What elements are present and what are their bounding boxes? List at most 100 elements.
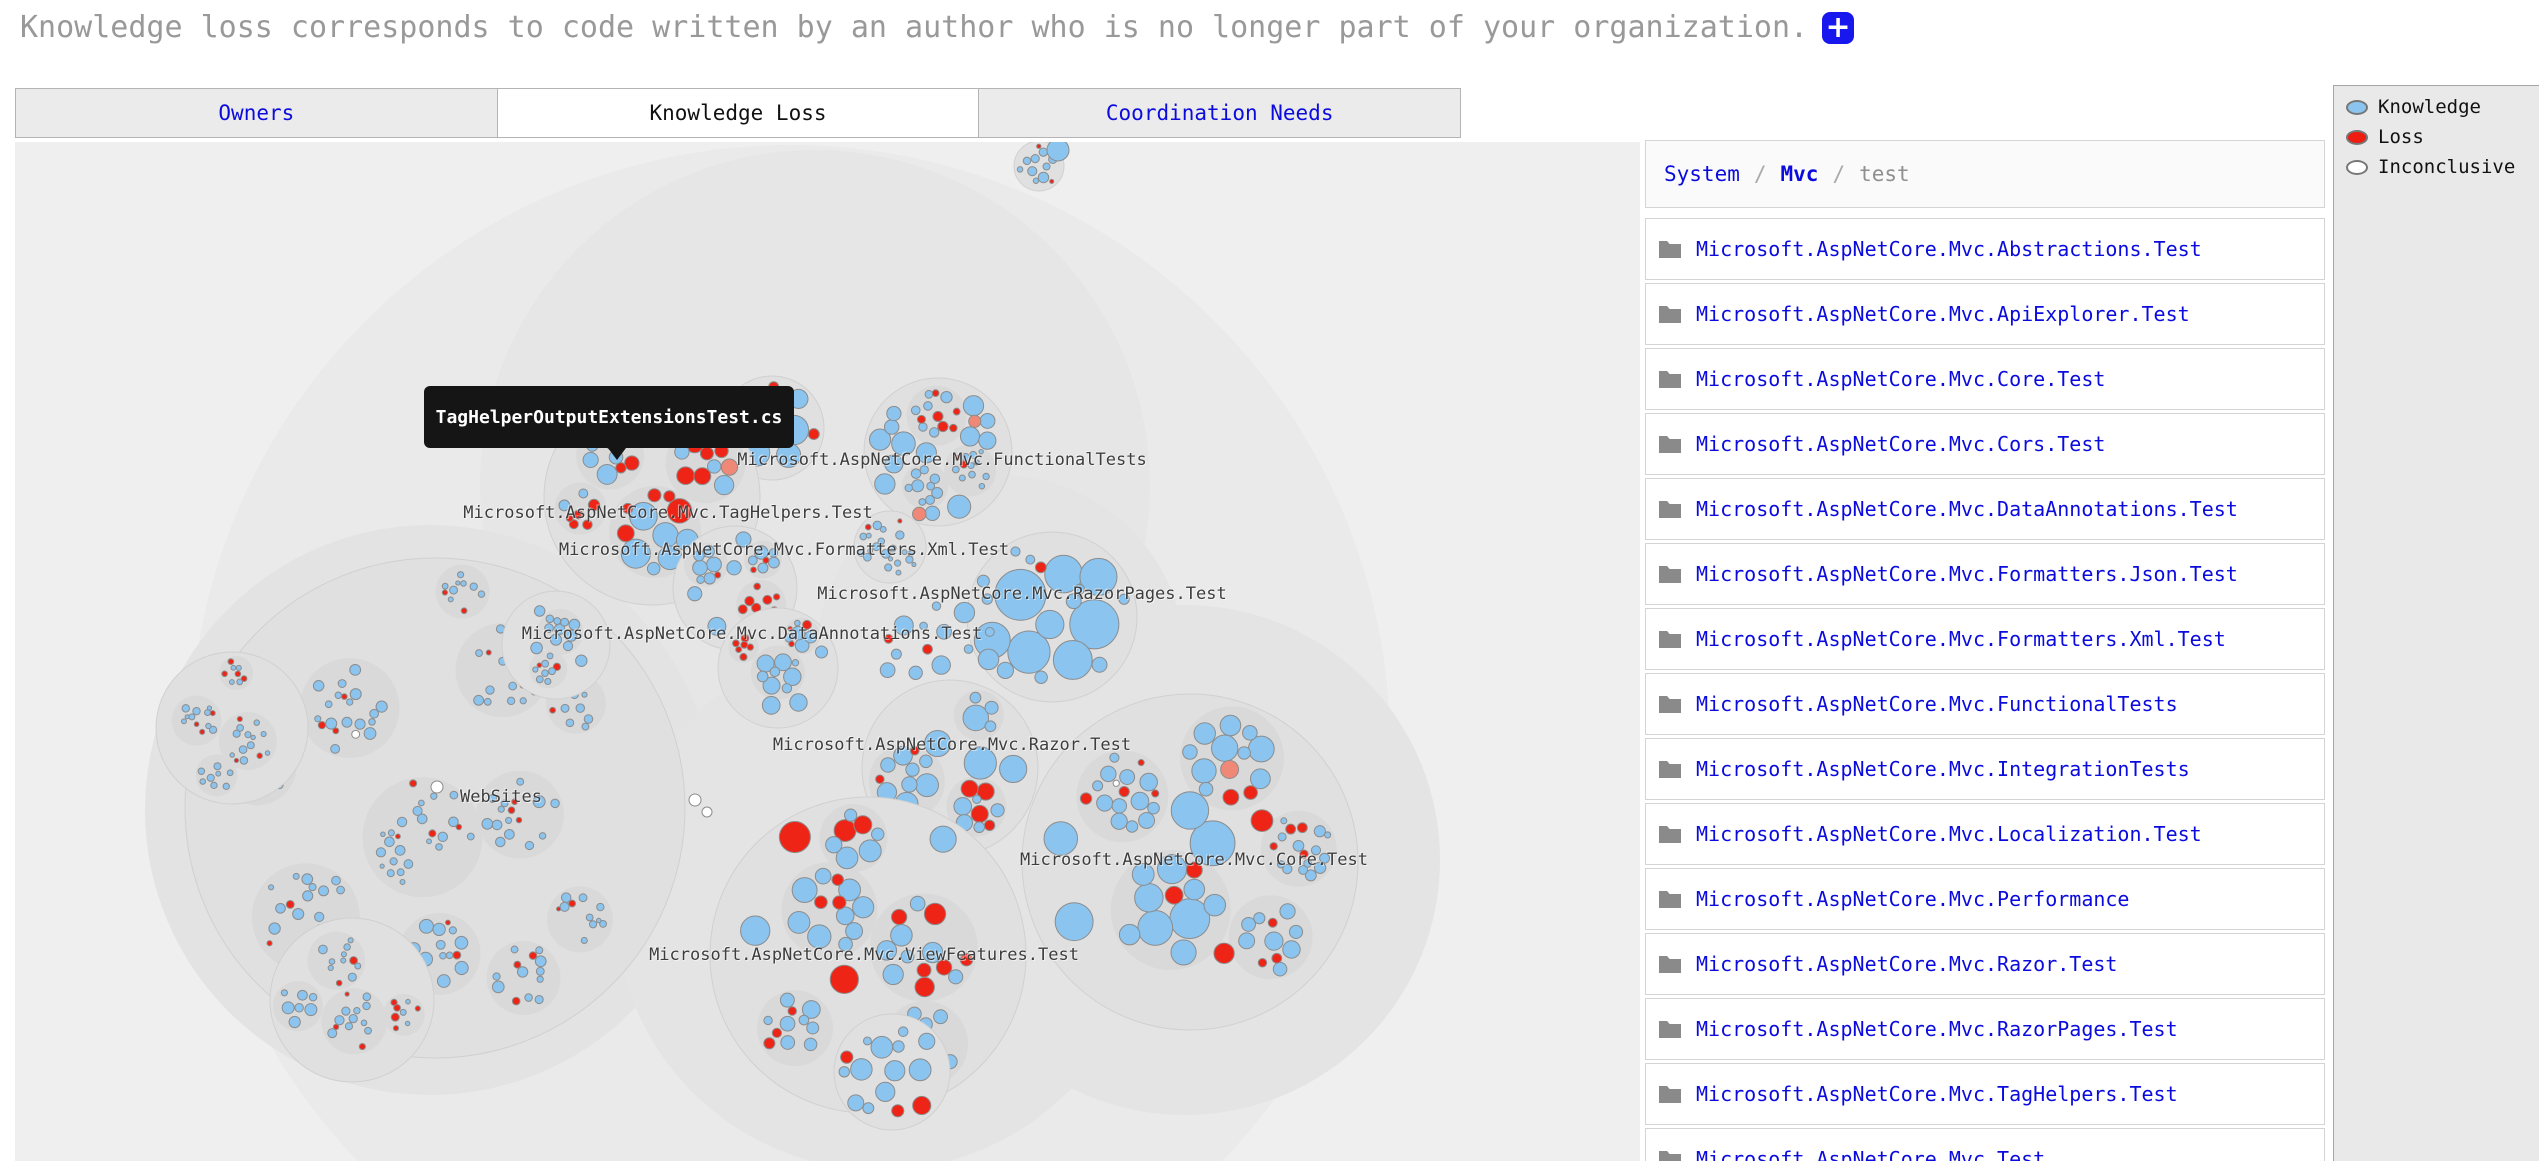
file-bubble-blue[interactable] <box>538 832 547 840</box>
file-bubble-blue[interactable] <box>801 1000 821 1019</box>
folder-name[interactable]: Microsoft.AspNetCore.Mvc.IntegrationTest… <box>1696 757 2190 781</box>
file-bubble-blue[interactable] <box>375 700 388 713</box>
file-bubble-red[interactable] <box>515 816 523 824</box>
file-bubble-blue[interactable] <box>1242 724 1258 741</box>
file-bubble-blue[interactable] <box>790 625 806 641</box>
file-bubble-blue[interactable] <box>536 975 544 983</box>
file-bubble-red[interactable] <box>549 706 557 714</box>
file-bubble-blue[interactable] <box>763 1015 773 1026</box>
file-bubble-blue[interactable] <box>897 1026 909 1037</box>
file-bubble-red[interactable] <box>221 670 228 678</box>
file-bubble-blue[interactable] <box>908 665 923 680</box>
file-bubble-blue[interactable] <box>564 629 578 642</box>
file-bubble-red[interactable] <box>460 607 468 615</box>
file-bubble-blue[interactable] <box>825 836 843 854</box>
file-bubble-blue[interactable] <box>232 729 241 738</box>
file-bubble-red[interactable] <box>193 721 200 728</box>
file-bubble-red[interactable] <box>344 991 350 997</box>
file-bubble-blue[interactable] <box>963 644 974 654</box>
folder-name[interactable]: Microsoft.AspNetCore.Mvc.Test <box>1696 1147 2046 1161</box>
file-bubble-blue[interactable] <box>230 664 237 671</box>
file-bubble-blue[interactable] <box>368 718 376 726</box>
file-bubble-blue[interactable] <box>871 542 881 552</box>
file-bubble-blue[interactable] <box>884 1060 906 1082</box>
file-bubble-red[interactable] <box>840 1050 854 1064</box>
file-bubble-blue[interactable] <box>403 859 414 869</box>
file-bubble-blue[interactable] <box>814 867 832 885</box>
file-bubble-blue[interactable] <box>250 734 256 741</box>
file-bubble-red[interactable] <box>234 670 242 678</box>
knowledge-map[interactable]: Microsoft.AspNetCore.Mvc.FunctionalTests… <box>15 142 1640 1161</box>
file-bubble-blue[interactable] <box>331 875 341 886</box>
file-bubble-red[interactable] <box>960 779 979 798</box>
file-bubble-blue[interactable] <box>344 1022 354 1031</box>
file-bubble-red[interactable] <box>883 633 894 644</box>
file-bubble-salmon[interactable] <box>912 506 927 522</box>
file-bubble-blue[interactable] <box>1238 932 1256 950</box>
file-bubble-blue[interactable] <box>497 805 505 813</box>
file-bubble-blue[interactable] <box>858 839 882 863</box>
file-bubble-blue[interactable] <box>582 451 599 469</box>
file-bubble-blue[interactable] <box>396 868 405 877</box>
file-bubble-red[interactable] <box>949 423 958 433</box>
file-bubble-red[interactable] <box>1267 917 1278 928</box>
file-bubble-blue[interactable] <box>500 799 509 808</box>
file-bubble-blue[interactable] <box>901 549 908 556</box>
file-bubble-red[interactable] <box>1185 861 1203 879</box>
file-bubble-blue[interactable] <box>508 681 518 691</box>
file-bubble-white[interactable] <box>1112 779 1120 787</box>
file-bubble-blue[interactable] <box>1030 154 1040 164</box>
file-bubble-blue[interactable] <box>184 714 190 720</box>
file-bubble-blue[interactable] <box>874 473 896 495</box>
file-bubble-blue[interactable] <box>375 847 387 858</box>
file-bubble-white[interactable] <box>688 793 702 807</box>
file-bubble-blue[interactable] <box>473 694 485 706</box>
file-bubble-blue[interactable] <box>905 762 920 777</box>
file-bubble-blue[interactable] <box>437 831 448 843</box>
file-bubble-red[interactable] <box>954 454 961 461</box>
file-bubble-blue[interactable] <box>268 922 281 935</box>
file-bubble-blue[interactable] <box>239 756 249 765</box>
file-bubble-blue[interactable] <box>806 1021 820 1035</box>
file-bubble-blue[interactable] <box>583 714 594 724</box>
file-bubble-blue[interactable] <box>562 640 574 652</box>
file-bubble-red[interactable] <box>787 1006 797 1016</box>
file-bubble-blue[interactable] <box>595 917 602 924</box>
file-bubble-blue[interactable] <box>253 719 260 726</box>
file-bubble-blue[interactable] <box>762 676 781 695</box>
file-bubble-white[interactable] <box>701 806 713 818</box>
tab-coordination-needs[interactable]: Coordination Needs <box>978 88 1462 138</box>
file-bubble-blue[interactable] <box>928 427 940 438</box>
file-bubble-blue[interactable] <box>492 972 501 981</box>
file-bubble-blue[interactable] <box>969 450 978 459</box>
file-bubble-blue[interactable] <box>1034 670 1048 684</box>
file-bubble-blue[interactable] <box>973 459 980 466</box>
file-bubble-blue[interactable] <box>580 936 588 945</box>
file-bubble-blue[interactable] <box>979 412 996 429</box>
file-bubble-blue[interactable] <box>441 582 449 590</box>
file-bubble-blue[interactable] <box>794 619 801 627</box>
file-bubble-red[interactable] <box>452 950 462 960</box>
file-bubble-blue[interactable] <box>961 452 971 462</box>
file-bubble-red[interactable] <box>568 519 579 530</box>
file-bubble-blue[interactable] <box>553 617 562 625</box>
file-bubble-red[interactable] <box>332 727 340 735</box>
file-bubble-blue[interactable] <box>1191 758 1217 784</box>
file-bubble-red[interactable] <box>829 964 859 994</box>
file-bubble-blue[interactable] <box>399 1008 407 1016</box>
subpackage-circle[interactable] <box>756 990 833 1067</box>
file-bubble-blue[interactable] <box>228 679 235 685</box>
folder-name[interactable]: Microsoft.AspNetCore.Mvc.RazorPages.Test <box>1696 1017 2178 1041</box>
file-bubble-blue[interactable] <box>439 951 447 960</box>
folder-name[interactable]: Microsoft.AspNetCore.Mvc.Performance <box>1696 887 2130 911</box>
file-bubble-blue[interactable] <box>546 652 554 660</box>
file-bubble-red[interactable] <box>485 649 492 656</box>
file-bubble-blue[interactable] <box>469 582 478 591</box>
file-bubble-blue[interactable] <box>984 626 995 637</box>
file-bubble-blue[interactable] <box>396 816 408 828</box>
file-bubble-red[interactable] <box>240 675 248 683</box>
file-bubble-blue[interactable] <box>931 486 944 499</box>
file-bubble-blue[interactable] <box>910 405 921 416</box>
file-bubble-blue[interactable] <box>845 922 864 941</box>
file-bubble-blue[interactable] <box>568 618 581 631</box>
